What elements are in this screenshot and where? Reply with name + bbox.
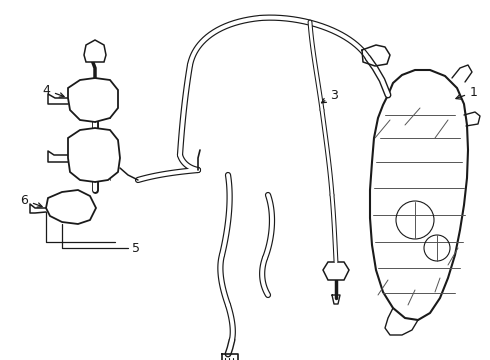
Polygon shape <box>323 262 349 280</box>
Text: 2: 2 <box>0 359 1 360</box>
Text: 3: 3 <box>321 89 338 103</box>
Text: 1: 1 <box>456 86 478 99</box>
Text: 4: 4 <box>42 84 64 97</box>
Text: 5: 5 <box>132 242 140 255</box>
Polygon shape <box>370 70 468 320</box>
Polygon shape <box>68 78 118 122</box>
Polygon shape <box>84 40 106 62</box>
Polygon shape <box>68 128 120 182</box>
Polygon shape <box>46 190 96 224</box>
Text: 6: 6 <box>20 194 42 207</box>
